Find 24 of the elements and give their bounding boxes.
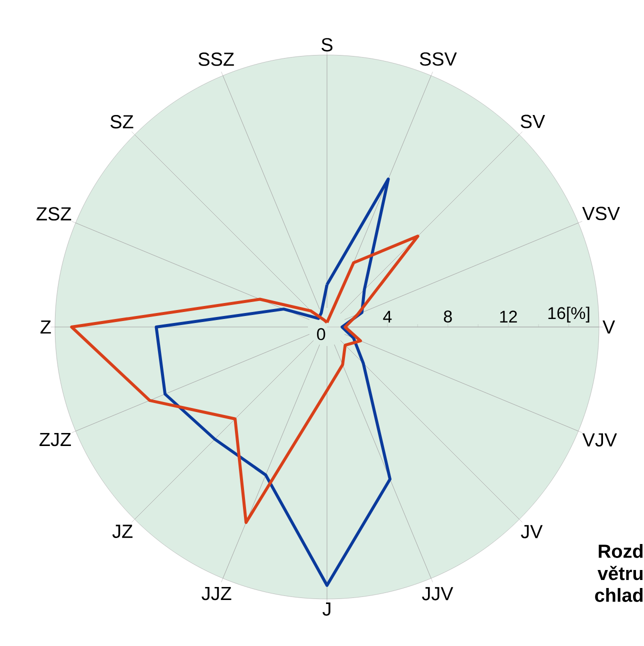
spoke-label: SSZ (198, 52, 234, 66)
spoke-label: SV (520, 114, 546, 128)
y-tick-label: 8 (444, 310, 452, 322)
spoke-label: ZJZ (40, 432, 71, 446)
spoke-label: VSV (582, 206, 620, 220)
text: větru (598, 566, 643, 580)
spoke-label: SZ (110, 115, 134, 128)
spoke-label: ZSZ (36, 207, 72, 221)
y-tick-label: 4 (383, 310, 392, 322)
spoke-label: JZ (112, 524, 133, 538)
spoke-label: SSV (420, 52, 457, 66)
spoke-label: S (322, 38, 332, 52)
spoke-label: Z (40, 320, 51, 334)
spoke-label: JJV (422, 587, 454, 600)
spoke-label: J (322, 602, 330, 616)
spoke-label: JJZ (202, 586, 232, 600)
y-tick-label: 16[%] (548, 306, 590, 322)
spoke-label: JV (520, 525, 543, 538)
text: chlad (595, 588, 643, 602)
spoke-label: VJV (582, 433, 617, 447)
spoke-label: V (602, 320, 616, 334)
y-tick-label: 0 (317, 328, 326, 340)
y-tick-label: 12 (500, 310, 517, 322)
text: Rozd (598, 544, 643, 558)
